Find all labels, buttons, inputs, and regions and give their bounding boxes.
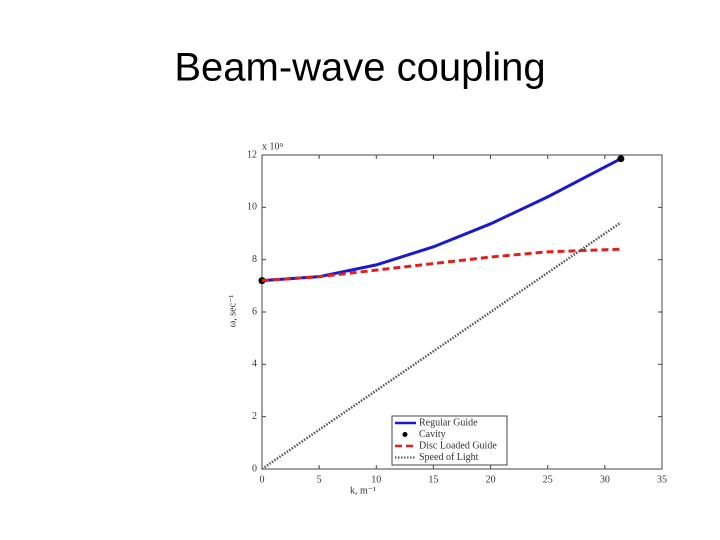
series-line [261,247,621,283]
y-tick-label: 12 [247,149,257,160]
x-tick-label: 30 [600,474,610,485]
legend-label: Cavity [419,429,446,440]
y-tick-label: 0 [252,463,257,474]
x-tick-label: 15 [428,474,438,485]
y-multiplier: x 10⁹ [262,141,284,152]
x-axis-label: k, m⁻¹ [350,485,376,496]
legend-symbol [402,432,408,437]
y-tick-label: 2 [252,411,257,422]
legend-label: Disc Loaded Guide [419,440,497,451]
y-tick-label: 6 [252,306,257,317]
legend-label: Regular Guide [419,417,478,428]
x-tick-label: 35 [657,474,667,485]
x-tick-label: 0 [260,474,265,485]
y-tick-label: 8 [252,254,257,265]
x-tick-label: 10 [371,474,381,485]
x-tick-label: 5 [317,474,322,485]
y-tick-label: 4 [252,359,257,370]
y-tick-label: 10 [247,202,257,213]
y-axis-label: ω, sec⁻¹ [227,295,238,328]
cavity-point [617,155,625,163]
legend-label: Speed of Light [419,452,479,463]
x-tick-label: 25 [543,474,553,485]
series-line [261,221,622,471]
slide-title: Beam-wave coupling [174,46,545,90]
x-tick-label: 20 [486,474,496,485]
